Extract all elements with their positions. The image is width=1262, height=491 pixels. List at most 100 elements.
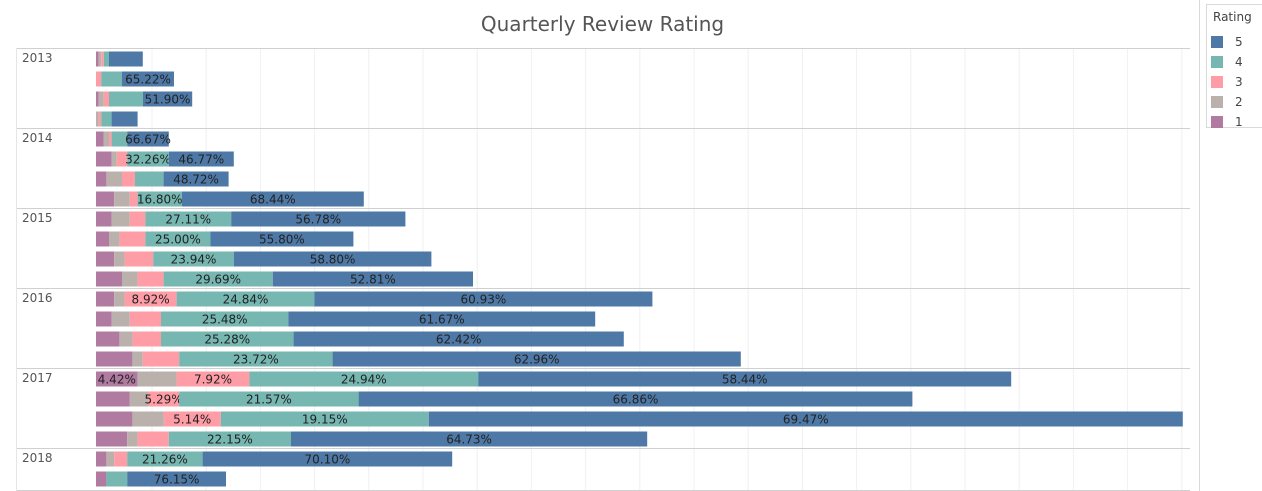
bar-segment-rating-2	[122, 271, 138, 287]
bar-segment-rating-4	[137, 191, 182, 207]
year-label: 2014	[22, 131, 53, 145]
bar-segment-rating-2	[106, 171, 122, 187]
bar-segment-rating-5	[288, 311, 596, 327]
data-label: 66.67%	[125, 133, 171, 147]
bar-segment-rating-3	[176, 371, 250, 387]
data-label: 21.26%	[142, 453, 188, 467]
bar-segment-rating-2	[119, 331, 133, 347]
bar-segment-rating-1	[96, 391, 130, 407]
year-label: 2017	[22, 371, 53, 385]
bar-segment-rating-5	[202, 451, 453, 467]
legend-swatch-3	[1211, 76, 1223, 88]
data-label: 62.42%	[436, 333, 482, 347]
data-label: 19.15%	[302, 413, 348, 427]
data-label: 58.44%	[722, 373, 768, 387]
data-label: 48.72%	[173, 173, 219, 187]
bar-segment-rating-3	[119, 231, 146, 247]
bar-segment-rating-4	[135, 171, 164, 187]
data-label: 76.15%	[154, 473, 200, 487]
bar-segment-rating-5	[291, 431, 648, 447]
data-label: 66.86%	[613, 393, 659, 407]
bar-segment-rating-5	[142, 91, 193, 107]
bar-segment-rating-5	[358, 391, 913, 407]
bar-segment-rating-2	[127, 431, 138, 447]
bar-segment-rating-4	[127, 151, 169, 167]
bar-segment-rating-5	[428, 411, 1183, 427]
bar-segment-rating-3	[137, 271, 164, 287]
bar-segment-rating-2	[114, 191, 130, 207]
legend-swatch-1	[1211, 116, 1223, 128]
bar-segment-rating-3	[114, 451, 128, 467]
bar-segment-rating-2	[103, 131, 109, 147]
bar-segment-rating-4	[176, 291, 315, 307]
data-label: 69.47%	[783, 413, 829, 427]
bar-segment-rating-4	[153, 251, 234, 267]
data-label: 68.44%	[250, 193, 296, 207]
data-label: 25.28%	[204, 333, 250, 347]
bar-segment-rating-4	[101, 111, 112, 127]
bar-segment-rating-4	[179, 391, 359, 407]
data-label: 61.67%	[419, 313, 465, 327]
bar-segment-rating-5	[122, 71, 174, 87]
data-label: 51.90%	[145, 93, 191, 107]
legend-label-5: 5	[1235, 35, 1243, 49]
bar-segment-rating-3	[137, 431, 169, 447]
bar-segment-rating-5	[127, 131, 169, 147]
bar-segment-rating-4	[145, 231, 211, 247]
data-label: 65.22%	[125, 73, 171, 87]
bar-segment-rating-3	[101, 51, 104, 67]
legend-swatch-4	[1211, 56, 1223, 68]
bar-segment-rating-2	[129, 391, 148, 407]
data-label: 25.00%	[155, 233, 201, 247]
bar-segment-rating-4	[127, 451, 203, 467]
bar-segment-rating-5	[231, 211, 406, 227]
bar-segment-rating-1	[96, 311, 112, 327]
bar-segment-rating-1	[96, 331, 120, 347]
bar-segment-rating-2	[109, 231, 120, 247]
bar-segment-rating-1	[96, 411, 133, 427]
data-label: 32.26%	[125, 153, 171, 167]
legend[interactable]: Rating 5 4 3 2 1	[1206, 4, 1262, 129]
bar-segment-rating-2	[98, 51, 102, 67]
data-label: 56.78%	[295, 213, 341, 227]
bar-segment-rating-5	[127, 471, 226, 487]
bar-segment-rating-4	[163, 271, 273, 287]
year-label: 2016	[22, 291, 53, 305]
bar-segment-rating-5	[272, 271, 473, 287]
data-label: 8.92%	[132, 293, 170, 307]
bar-segment-rating-4	[145, 211, 232, 227]
bar-segment-rating-4	[109, 91, 143, 107]
legend-label-4: 4	[1235, 55, 1243, 69]
bar-segment-rating-4	[179, 351, 333, 367]
data-label: 24.84%	[223, 293, 269, 307]
data-label: 23.94%	[171, 253, 217, 267]
bar-segment-rating-3	[116, 151, 128, 167]
bar-segment-rating-2	[114, 251, 125, 267]
bar-segment-rating-2	[132, 411, 164, 427]
bar-segment-rating-3	[132, 331, 161, 347]
legend-label-2: 2	[1235, 95, 1243, 109]
legend-swatch-2	[1211, 96, 1223, 108]
bar-segment-rating-5	[109, 51, 143, 67]
bar-segment-rating-2	[132, 351, 143, 367]
bar-segment-rating-1	[96, 351, 133, 367]
bar-segment-rating-5	[332, 351, 741, 367]
bar-segment-rating-1	[96, 451, 107, 467]
year-label: 2018	[22, 451, 53, 465]
bar-segment-rating-1	[96, 371, 138, 387]
data-label: 62.96%	[514, 353, 560, 367]
bar-segment-rating-1	[96, 91, 99, 107]
data-label: 70.10%	[305, 453, 351, 467]
data-label: 5.14%	[173, 413, 211, 427]
bar-segment-rating-4	[161, 331, 294, 347]
legend-title: Rating	[1213, 10, 1252, 24]
legend-label-3: 3	[1235, 75, 1243, 89]
bar-segment-rating-3	[124, 291, 177, 307]
bar-segment-rating-1	[96, 131, 104, 147]
year-label: 2013	[22, 51, 53, 65]
bar-segment-rating-3	[148, 391, 180, 407]
bar-segment-rating-5	[163, 171, 229, 187]
legend-swatch-5	[1211, 36, 1223, 48]
bar-segment-rating-4	[103, 51, 109, 67]
bar-segment-rating-2	[137, 371, 177, 387]
